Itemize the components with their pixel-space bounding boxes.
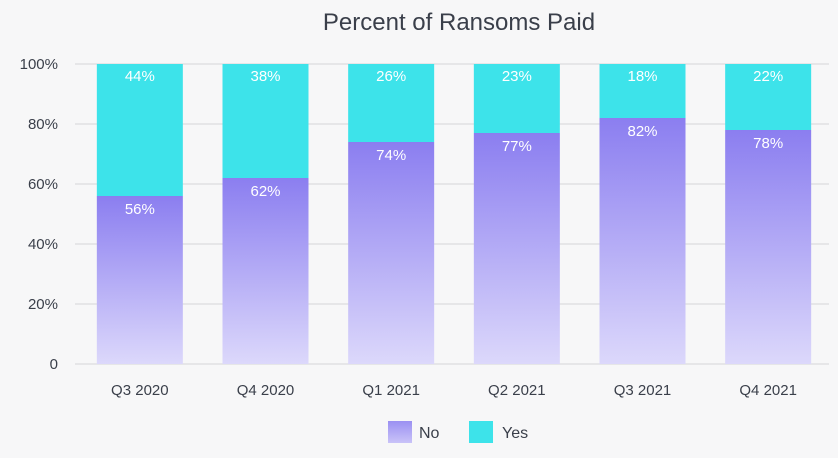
data-label-no: 56% <box>125 201 155 218</box>
y-tick-label: 20% <box>28 296 58 313</box>
bar-no <box>473 133 560 364</box>
legend-label: Yes <box>502 425 528 442</box>
x-tick-label: Q4 2020 <box>237 382 295 399</box>
y-tick-label: 100% <box>20 56 58 73</box>
y-tick-label: 0 <box>50 356 58 373</box>
chart-title: Percent of Ransoms Paid <box>323 9 595 36</box>
bar-yes <box>725 64 812 130</box>
data-label-yes: 23% <box>502 68 532 85</box>
data-label-no: 62% <box>250 183 280 200</box>
data-label-yes: 18% <box>627 68 657 85</box>
bar-yes <box>348 64 435 142</box>
legend-swatch <box>469 421 493 443</box>
data-label-yes: 26% <box>376 68 406 85</box>
bar-yes <box>96 64 183 196</box>
bar-no <box>96 196 183 364</box>
data-label-yes: 44% <box>125 68 155 85</box>
bar-no <box>222 178 309 364</box>
bar-yes <box>473 64 560 133</box>
x-tick-label: Q1 2021 <box>362 382 420 399</box>
y-tick-label: 80% <box>28 116 58 133</box>
x-tick-label: Q3 2021 <box>614 382 672 399</box>
legend-swatch <box>388 421 412 443</box>
bar-yes <box>599 64 686 118</box>
bar-no <box>348 142 435 364</box>
x-tick-label: Q3 2020 <box>111 382 169 399</box>
data-label-no: 82% <box>627 123 657 140</box>
x-axis: Q3 2020 Q4 2020 Q1 2021 Q2 2021 Q3 2021 Q4 20… <box>111 382 797 399</box>
x-tick-label: Q2 2021 <box>488 382 546 399</box>
data-label-yes: 22% <box>753 68 783 85</box>
bars: 44% 56% 38% 62% 26% 74% 23% 77% 18% 82% 22% 78% <box>96 64 812 364</box>
gridlines <box>75 63 829 365</box>
x-tick-label: Q4 2021 <box>739 382 797 399</box>
y-tick-label: 40% <box>28 236 58 253</box>
legend-label: No <box>419 425 440 442</box>
bar-no <box>725 130 812 364</box>
bar-yes <box>222 64 309 178</box>
y-axis: 0 20% 40% 60% 80% 100% <box>20 56 58 373</box>
data-label-no: 74% <box>376 147 406 164</box>
data-label-no: 77% <box>502 138 532 155</box>
y-tick-label: 60% <box>28 176 58 193</box>
bar-no <box>599 118 686 364</box>
data-label-yes: 38% <box>250 68 280 85</box>
legend: No Yes <box>388 421 528 443</box>
data-label-no: 78% <box>753 135 783 152</box>
